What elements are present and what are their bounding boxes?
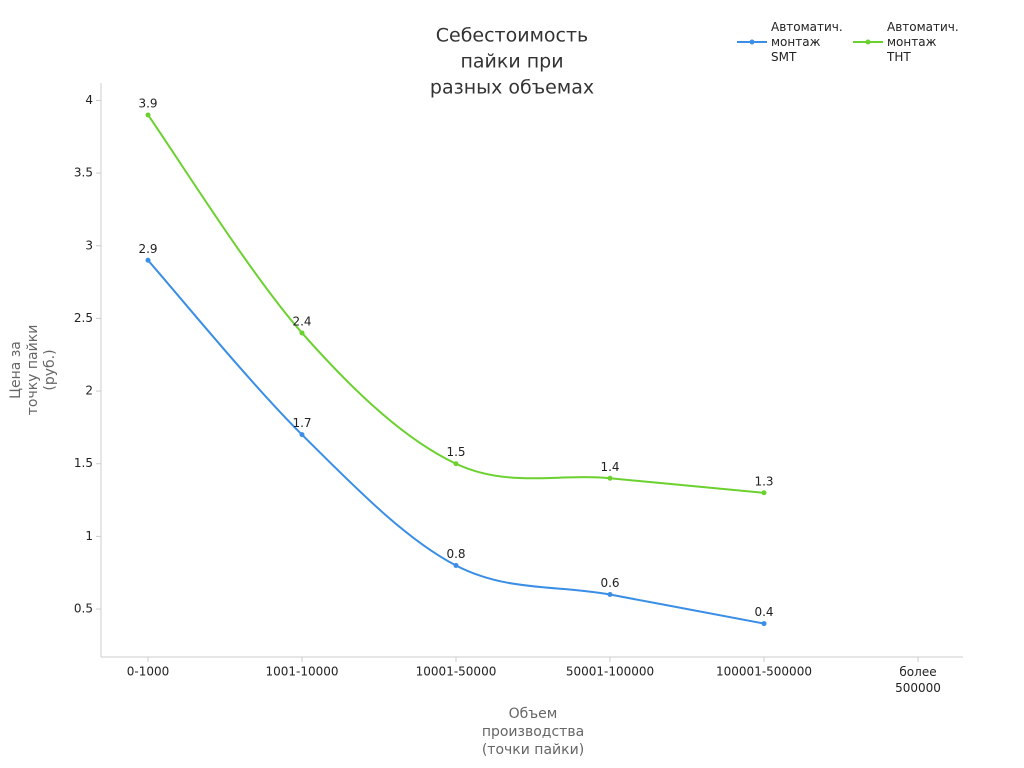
data-label: 1.5	[446, 445, 465, 459]
y-axis-label-line: точку пайки	[25, 325, 41, 416]
chart-title: Себестоимость	[436, 25, 589, 47]
point	[607, 592, 613, 598]
legend-marker	[749, 39, 755, 45]
y-tick-label: 2.5	[74, 311, 93, 325]
point	[453, 461, 459, 467]
point	[299, 432, 305, 438]
point	[761, 490, 767, 496]
x-tick-label: 100001-500000	[716, 665, 812, 679]
data-label: 1.7	[292, 416, 311, 430]
point	[453, 562, 459, 568]
y-tick-label: 4	[85, 93, 93, 107]
data-label: 0.4	[754, 605, 773, 619]
series-line	[147, 114, 765, 494]
x-axis-label: производства	[482, 724, 584, 740]
x-tick-label: более 500000	[895, 665, 941, 695]
data-label: 0.6	[600, 576, 619, 590]
legend-label: Автоматич. монтаж THT	[886, 20, 959, 64]
y-tick-label: 0.5	[74, 602, 93, 616]
x-axis-label: Объем	[509, 706, 558, 722]
y-tick-label: 2	[85, 384, 93, 398]
y-tick-label: 1	[85, 529, 93, 543]
x-tick-label: 0-1000	[127, 665, 170, 679]
chart-title: разных объемах	[430, 77, 594, 99]
data-label: 2.9	[138, 242, 157, 256]
point	[145, 112, 151, 118]
point	[299, 330, 305, 336]
x-tick-label: 1001-10000	[265, 665, 338, 679]
point	[607, 475, 613, 481]
legend-label: Автоматич. монтаж SMT	[771, 20, 843, 64]
data-label: 2.4	[292, 314, 311, 328]
data-label: 1.3	[754, 474, 773, 488]
y-axis-label-line: Цена за	[8, 341, 24, 399]
x-axis-label: (точки пайки)	[482, 742, 584, 758]
y-tick-label: 1.5	[74, 456, 93, 470]
chart-title: пайки при	[460, 51, 563, 73]
y-axis-label: Цена за точку пайки (руб.)	[8, 325, 58, 416]
y-tick-label: 3	[85, 238, 93, 252]
data-label: 1.4	[600, 460, 619, 474]
point	[145, 257, 151, 263]
x-tick-label: 10001-50000	[416, 665, 497, 679]
legend-marker	[865, 39, 871, 45]
y-axis-label-line: (руб.)	[42, 349, 58, 390]
x-tick-label: 50001-100000	[566, 665, 654, 679]
data-label: 0.8	[446, 547, 465, 561]
point	[761, 621, 767, 627]
data-label: 3.9	[138, 96, 157, 110]
y-tick-label: 3.5	[74, 166, 93, 180]
series-line	[147, 259, 765, 625]
